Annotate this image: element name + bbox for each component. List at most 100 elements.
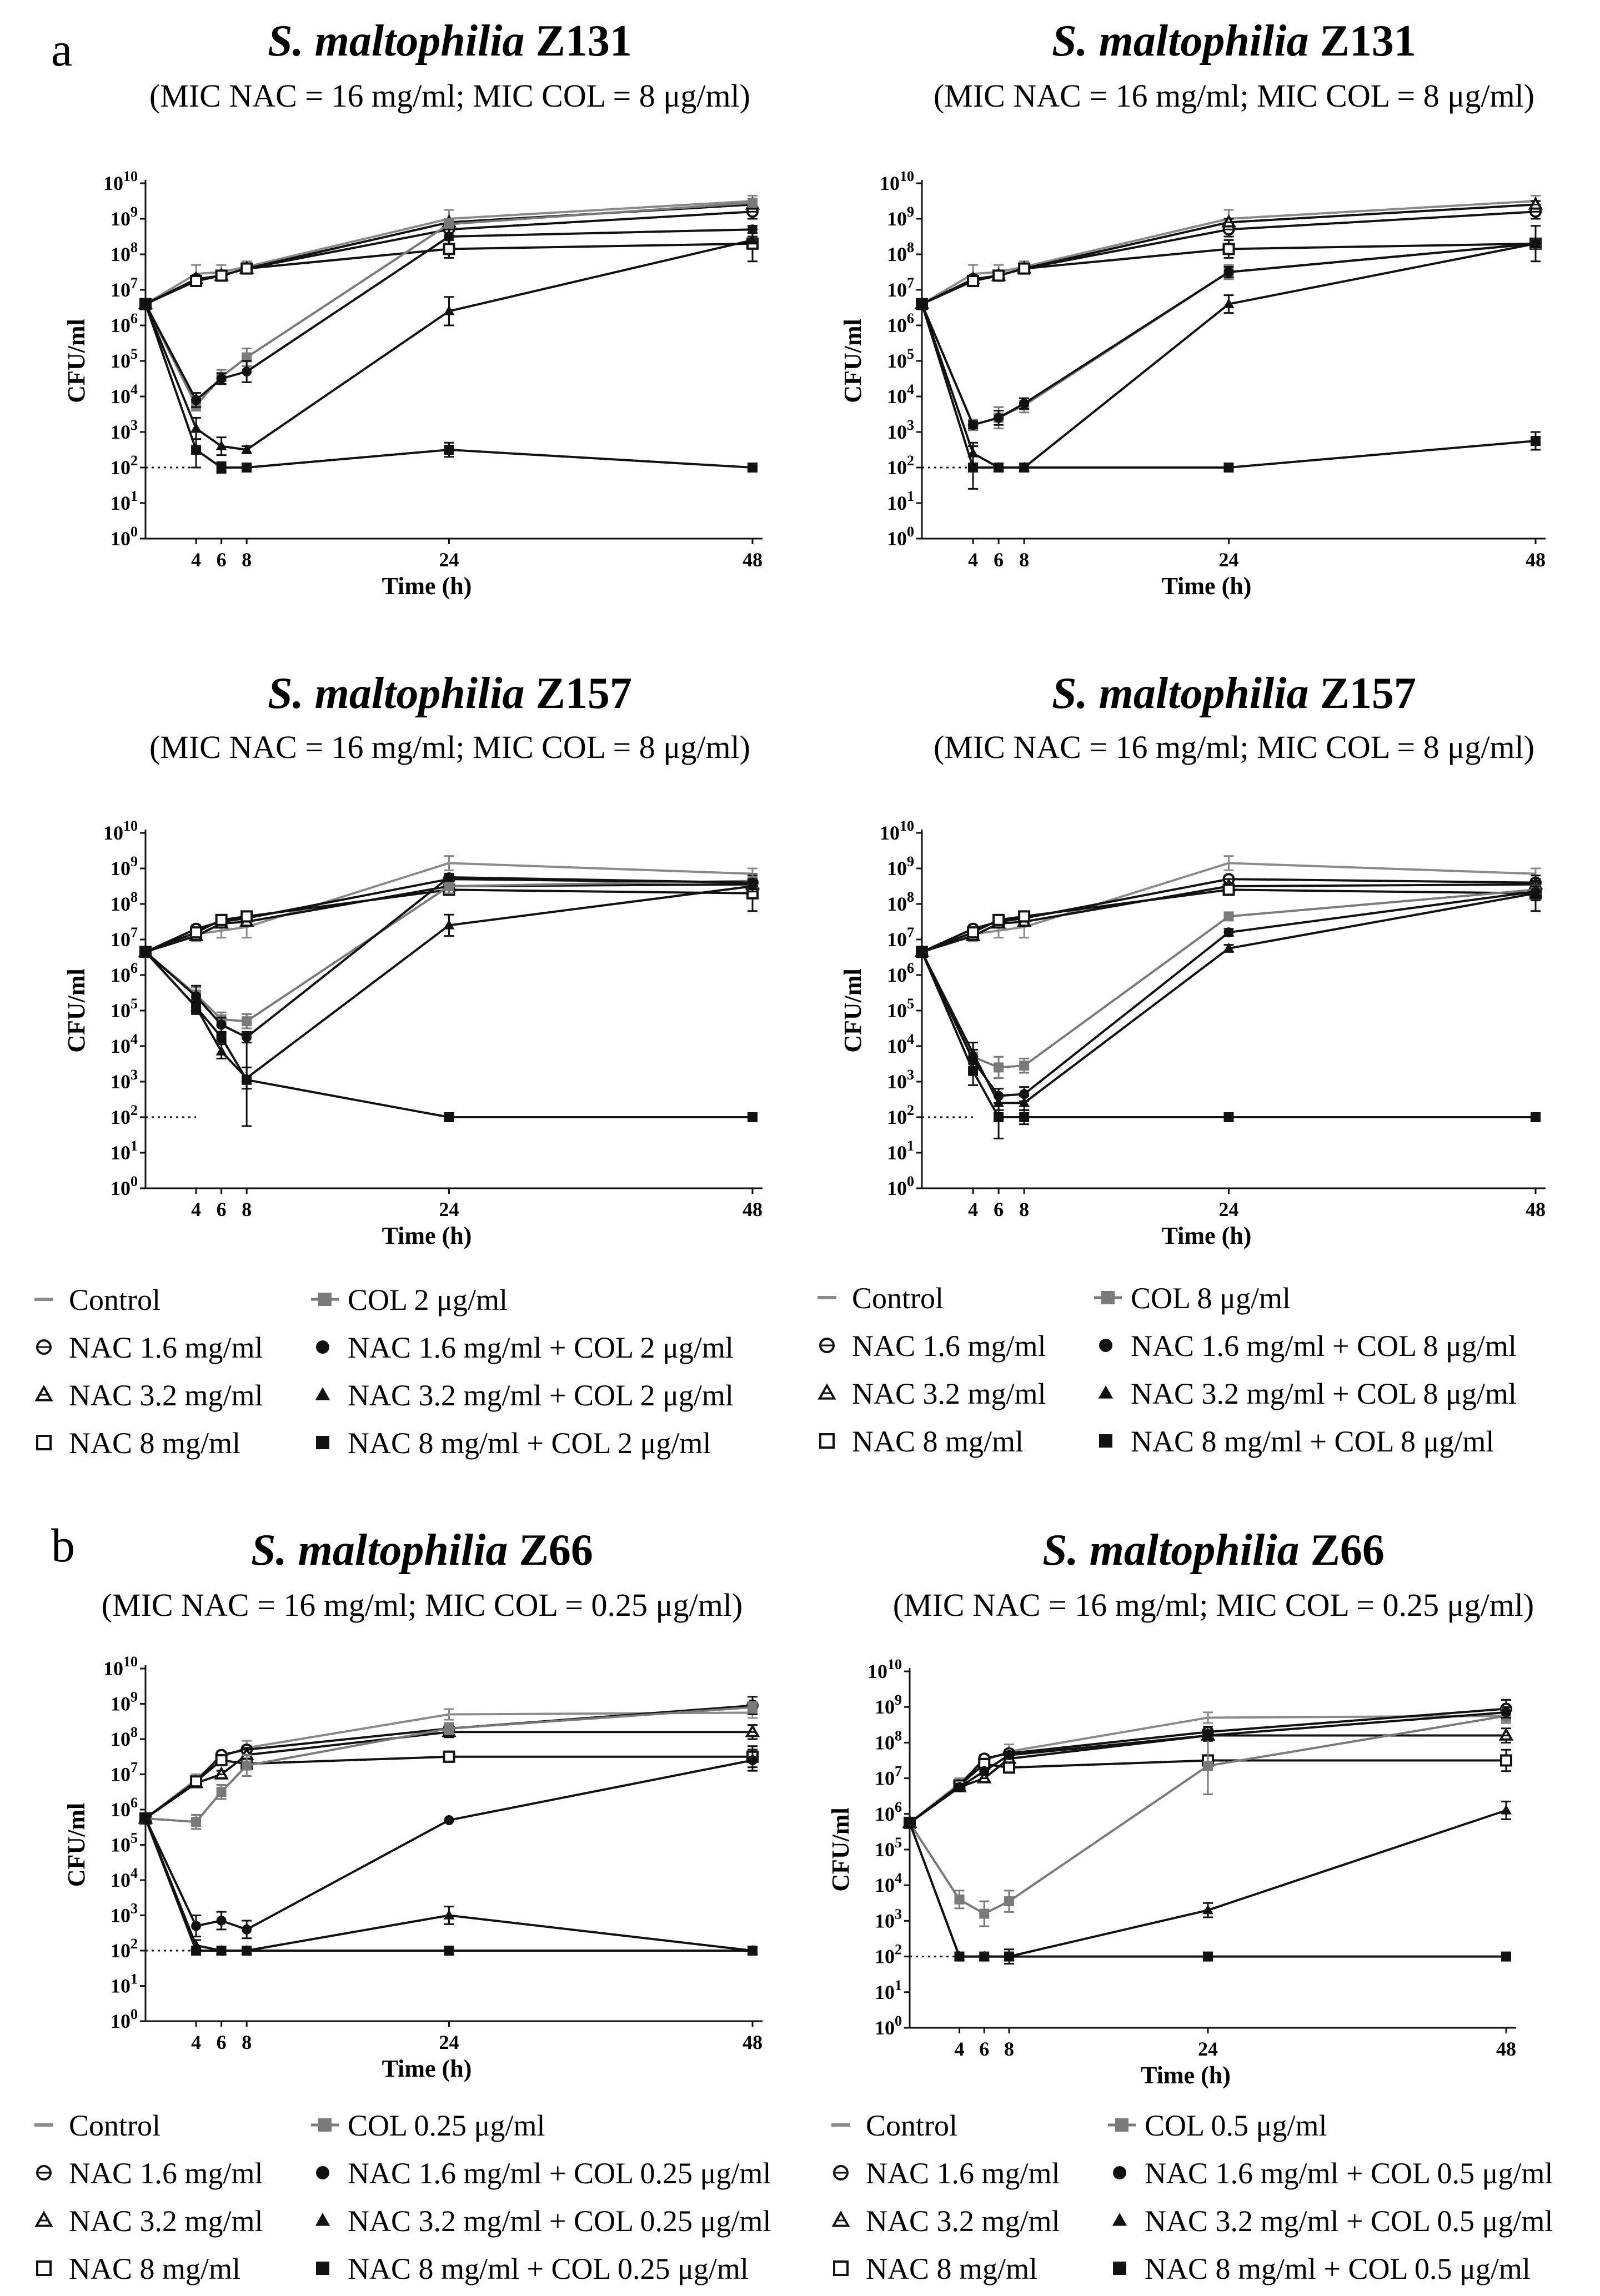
legend-marker <box>819 1433 835 1449</box>
data-point <box>968 420 979 430</box>
x-tick-label: 6 <box>217 1198 227 1220</box>
y-tick-label: 100 <box>887 1173 914 1199</box>
data-point <box>748 198 758 208</box>
series-line <box>144 200 753 305</box>
chart-title: S. maltophilia Z66 <box>251 1526 593 1575</box>
chart-title-species: S. maltophilia <box>268 17 524 66</box>
y-tick-label: 108 <box>875 1727 902 1754</box>
data-point <box>998 930 1000 931</box>
data-point <box>1530 238 1541 248</box>
data-point <box>216 1916 227 1926</box>
data-point <box>191 1946 202 1956</box>
legend-item-nac-8-mg-ml-col-0-25-ug-ml: NAC 8 mg/ml + COL 0.25 μg/ml <box>316 2252 749 2285</box>
series-line <box>144 1759 753 1931</box>
y-tick-label: 102 <box>111 1936 138 1962</box>
legend-label: NAC 8 mg/ml + COL 2 μg/ml <box>348 1426 711 1460</box>
series-nac-1-6-mg-ml-col-8-ug-ml <box>917 238 1541 430</box>
chart-title: S. maltophilia Z157 <box>1052 669 1416 718</box>
y-tick-label: 107 <box>111 1760 138 1786</box>
data-point <box>444 1815 454 1826</box>
series-line <box>144 880 753 1023</box>
data-point <box>1223 911 1234 922</box>
y-axis-label: CFU/ml <box>63 1803 90 1887</box>
legend-item-nac-1-6-mg-ml-col-0-5-ug-ml: NAC 1.6 mg/ml + COL 0.5 μg/ml <box>1113 2157 1553 2190</box>
legend-marker <box>36 2165 52 2181</box>
y-tick-label: 104 <box>111 1031 138 1057</box>
x-tick-label: 8 <box>1019 549 1029 571</box>
series-line <box>909 1822 1506 1958</box>
chart-title-species: S. maltophilia <box>1052 17 1308 66</box>
y-tick-label: 104 <box>111 381 138 408</box>
y-tick-label: 100 <box>111 1173 138 1199</box>
chart-subtitle: (MIC NAC = 16 mg/ml; MIC COL = 0.25 μg/m… <box>893 1587 1534 1623</box>
series-line <box>921 200 1536 305</box>
x-tick-label: 4 <box>968 1198 978 1220</box>
data-point <box>1004 1896 1014 1907</box>
y-tick-label: 104 <box>111 1865 138 1891</box>
x-tick-label: 4 <box>955 2038 965 2060</box>
legend-item-nac-3-2-mg-ml: NAC 3.2 mg/ml <box>34 1379 263 1412</box>
data-point <box>190 1775 203 1788</box>
series-line <box>145 862 753 953</box>
legend-marker <box>831 2210 850 2227</box>
y-tick-label: 103 <box>887 417 914 443</box>
y-tick-label: 108 <box>111 889 138 915</box>
y-tick-label: 105 <box>887 346 914 372</box>
legend-label: NAC 1.6 mg/ml <box>69 2157 263 2190</box>
x-tick-label: 24 <box>1198 2038 1218 2060</box>
panel-label-b: b <box>51 1519 75 1572</box>
legend-item-nac-1-6-mg-ml-col-2-ug-ml: NAC 1.6 mg/ml + COL 2 μg/ml <box>316 1331 734 1364</box>
x-tick-label: 48 <box>1496 2038 1516 2060</box>
data-point <box>967 1047 979 1057</box>
series-line <box>921 883 1536 953</box>
data-point <box>215 1046 227 1056</box>
series-line <box>921 242 1536 305</box>
data-point <box>1222 243 1235 255</box>
data-point <box>967 926 980 939</box>
series-line <box>145 242 753 305</box>
legend-label: COL 0.25 μg/ml <box>348 2109 545 2142</box>
data-point <box>443 1910 455 1920</box>
data-point <box>242 463 252 473</box>
chart-title: S. maltophilia Z157 <box>268 669 632 718</box>
x-tick-label: 4 <box>191 549 201 571</box>
series-nac-3-2-mg-ml-col-0-25-ug-ml <box>140 1812 758 1955</box>
chart-subtitle: (MIC NAC = 16 mg/ml; MIC COL = 8 μg/ml) <box>149 78 750 114</box>
chart-title-strain: Z131 <box>1320 17 1416 66</box>
series-nac-8-mg-ml <box>139 1745 759 1825</box>
legend-marker <box>1098 1385 1114 1399</box>
y-tick-label: 106 <box>111 960 138 986</box>
data-point <box>979 1908 990 1919</box>
data-point <box>444 232 454 242</box>
series-line <box>144 228 753 402</box>
y-tick-label: 109 <box>875 1692 902 1718</box>
legend-item-control: Control <box>34 2109 160 2142</box>
data-point <box>190 423 202 433</box>
data-point <box>1531 436 1541 446</box>
series-line <box>921 888 1536 1069</box>
series-line <box>909 1711 1507 1824</box>
data-point <box>242 366 252 377</box>
data-point <box>141 1813 151 1823</box>
series-line <box>921 878 1536 953</box>
data-point <box>1223 463 1234 473</box>
chart-z66-col025: S. maltophilia Z66 (MIC NAC = 16 mg/ml; M… <box>63 1526 763 2082</box>
data-point <box>1003 1761 1015 1774</box>
legend-marker <box>318 1293 332 1306</box>
y-tick-label: 107 <box>111 925 138 951</box>
legend-label: NAC 3.2 mg/ml + COL 0.5 μg/ml <box>1145 2204 1553 2238</box>
chart-subtitle: (MIC NAC = 16 mg/ml; MIC COL = 8 μg/ml) <box>149 729 750 765</box>
y-tick-label: 109 <box>111 204 138 230</box>
series-line <box>909 1809 1507 1958</box>
data-point <box>242 1016 252 1027</box>
legend-marker <box>833 2260 849 2276</box>
legend-marker <box>315 2213 330 2226</box>
x-tick-label: 48 <box>743 2031 763 2053</box>
data-point <box>1207 1717 1208 1719</box>
y-tick-label: 102 <box>111 1102 138 1128</box>
y-tick-label: 108 <box>887 889 914 915</box>
y-tick-label: 109 <box>111 1689 138 1715</box>
data-point <box>1221 214 1236 228</box>
data-point <box>917 299 927 309</box>
